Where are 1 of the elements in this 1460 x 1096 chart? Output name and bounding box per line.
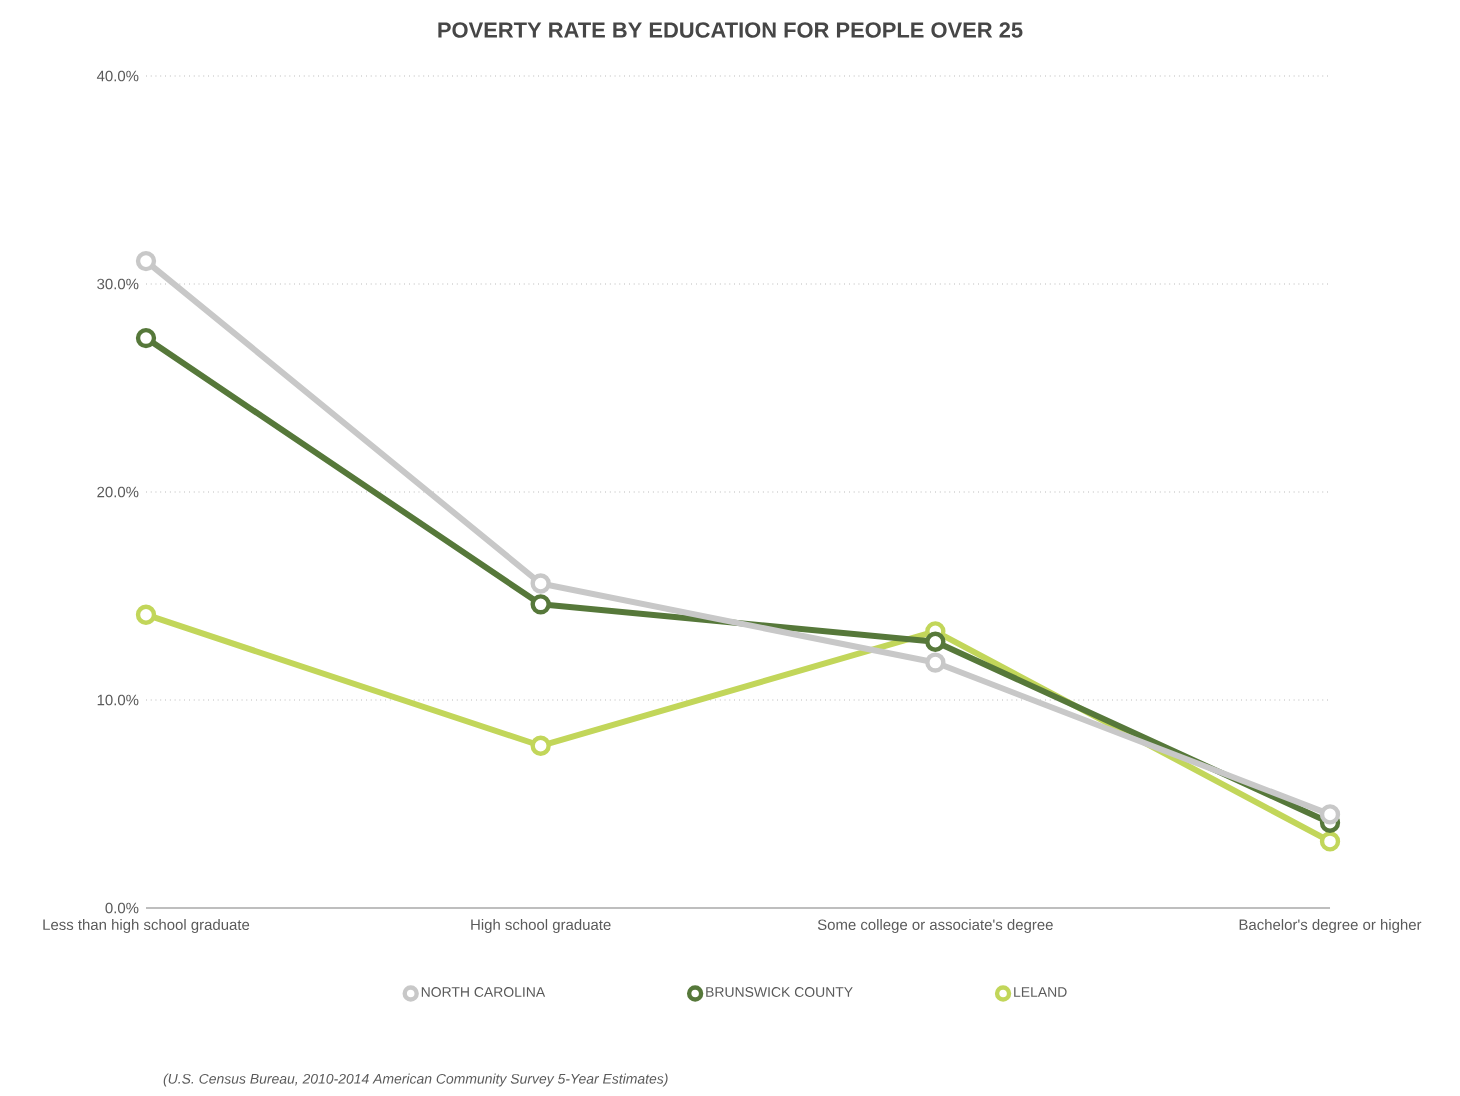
chart-title: POVERTY RATE BY EDUCATION FOR PEOPLE OVER 25: [438, 22, 1023, 38]
